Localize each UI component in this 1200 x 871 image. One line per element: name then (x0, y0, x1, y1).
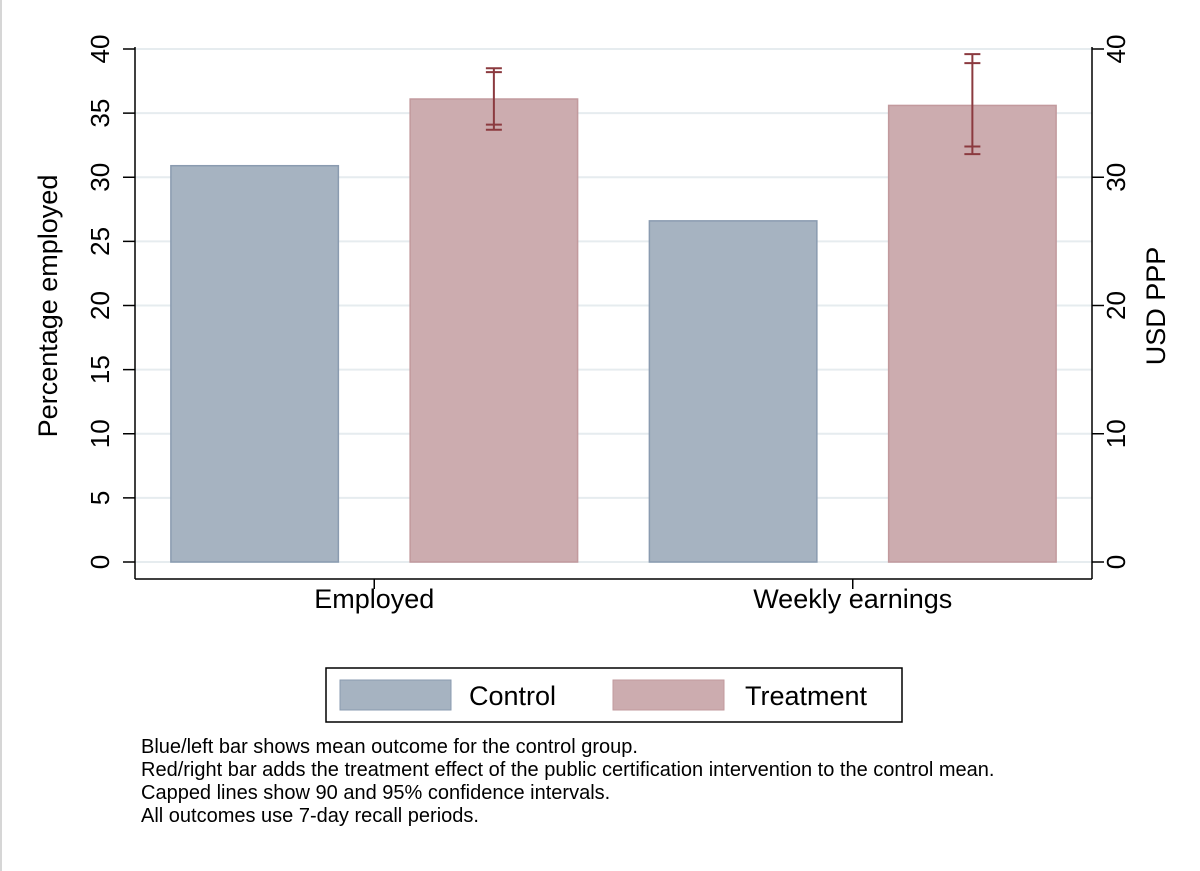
y-tick-label: 25 (85, 227, 115, 256)
y2-tick-label: 10 (1101, 419, 1131, 448)
y2-tick-label: 20 (1101, 291, 1131, 320)
y-tick-label: 35 (85, 99, 115, 128)
note-line: All outcomes use 7-day recall periods. (141, 805, 479, 827)
x-tick-label: Weekly earnings (753, 584, 952, 614)
confidence-intervals (485, 53, 981, 156)
y2-axis-label: USD PPP (1141, 247, 1171, 366)
legend-swatch-control (339, 679, 452, 711)
note-line: Capped lines show 90 and 95% confidence … (141, 782, 611, 804)
x-tick-label: Employed (314, 584, 434, 614)
note-line: Red/right bar adds the treatment effect … (141, 759, 995, 781)
axes: 0 5 10 15 20 25 30 35 40 0 10 20 30 40 Employed Weekly … (85, 35, 1131, 614)
bar-control (170, 164, 340, 563)
legend-label-treatment: Treatment (745, 681, 868, 711)
legend-label-control: Control (469, 681, 556, 711)
legend-swatch-treatment (612, 679, 725, 711)
y-axis-label: Percentage employed (33, 175, 63, 438)
bars (170, 98, 1057, 563)
y-tick-label: 30 (85, 163, 115, 192)
legend: Control Treatment (325, 667, 903, 723)
bar-treatment (409, 98, 579, 563)
y-tick-label: 10 (85, 419, 115, 448)
y-tick-label: 0 (85, 555, 115, 569)
y2-tick-label: 0 (1101, 555, 1131, 569)
bar-treatment (887, 104, 1057, 563)
y-tick-label: 5 (85, 491, 115, 505)
y-tick-label: 20 (85, 291, 115, 320)
bar-control (648, 220, 818, 563)
y2-tick-label: 30 (1101, 163, 1131, 192)
y-tick-label: 15 (85, 355, 115, 384)
y2-tick-label: 40 (1101, 35, 1131, 64)
note-line: Blue/left bar shows mean outcome for the… (141, 736, 638, 758)
y-tick-label: 40 (85, 35, 115, 64)
